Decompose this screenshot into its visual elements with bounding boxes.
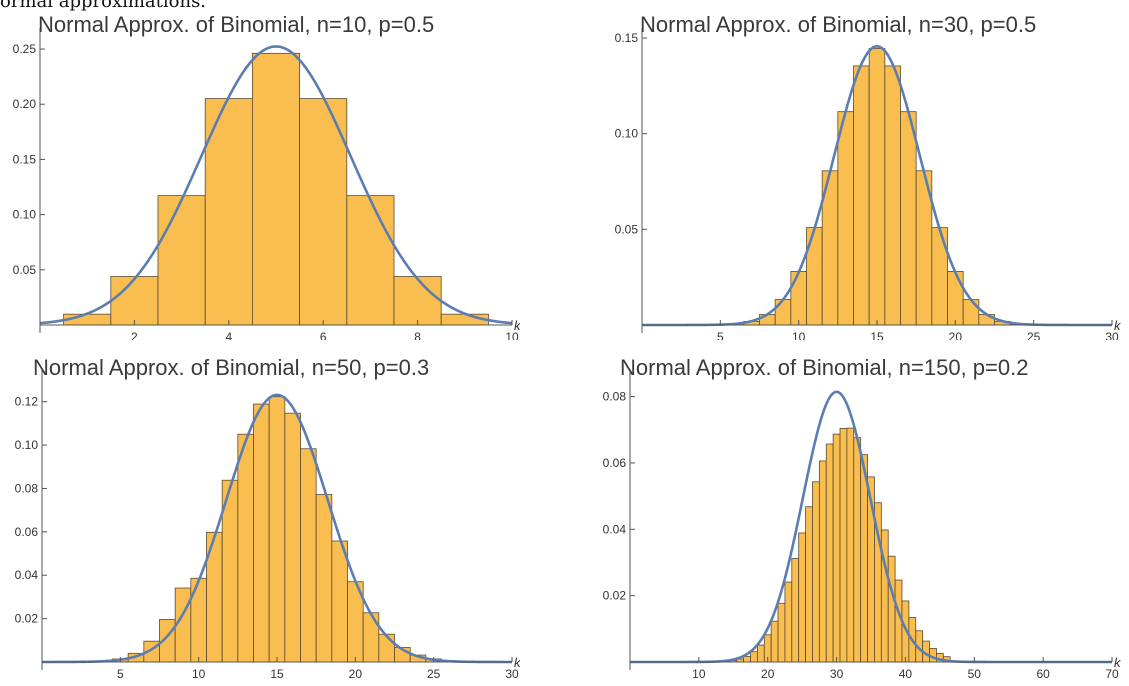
bar	[269, 397, 285, 662]
chart-title: Normal Approx. of Binomial, n=30, p=0.5	[640, 12, 1036, 38]
y-tick-label: 0.06	[603, 456, 627, 470]
y-tick-label: 0.15	[13, 152, 37, 166]
y-tick-label: 0.02	[603, 589, 627, 603]
chart-panel-2: Normal Approx. of Binomial, n=30, p=0.5 …	[600, 0, 1129, 340]
y-tick-label: 0.10	[15, 438, 39, 452]
x-tick-label: 6	[320, 330, 327, 340]
bar	[785, 582, 792, 662]
bar	[792, 558, 799, 662]
y-tick-label: 0.12	[15, 395, 39, 409]
x-tick-label: 25	[1027, 330, 1041, 340]
chart-title: Normal Approx. of Binomial, n=10, p=0.5	[38, 12, 434, 38]
bar	[854, 66, 870, 325]
x-tick-label: 4	[225, 330, 232, 340]
x-axis-label: k	[1114, 655, 1122, 670]
x-tick-label: 5	[717, 330, 724, 340]
x-tick-label: 20	[349, 667, 363, 681]
x-tick-label: 10	[792, 330, 806, 340]
bar	[854, 438, 861, 662]
bar	[806, 507, 813, 662]
chart-title: Normal Approx. of Binomial, n=150, p=0.2	[620, 355, 1028, 381]
chart-panel-1: Normal Approx. of Binomial, n=10, p=0.5 …	[0, 0, 520, 340]
x-tick-label: 8	[414, 330, 421, 340]
x-tick-label: 5	[117, 667, 124, 681]
bar	[379, 634, 395, 662]
x-tick-label: 40	[899, 667, 913, 681]
bar	[963, 300, 979, 325]
bar	[791, 271, 807, 325]
chart-panel-3: Normal Approx. of Binomial, n=50, p=0.3 …	[0, 340, 520, 681]
bar	[751, 652, 758, 662]
bar	[332, 541, 348, 662]
x-tick-label: 50	[968, 667, 982, 681]
bar	[778, 603, 785, 662]
x-axis-label: k	[514, 655, 520, 670]
bar	[316, 495, 332, 662]
y-tick-label: 0.08	[15, 481, 39, 495]
chart-title: Normal Approx. of Binomial, n=50, p=0.3	[33, 355, 429, 381]
x-tick-label: 20	[761, 667, 775, 681]
y-tick-label: 0.04	[603, 522, 627, 536]
x-tick-label: 15	[870, 330, 884, 340]
bar	[301, 449, 317, 662]
y-tick-label: 0.06	[15, 525, 39, 539]
x-tick-label: 60	[1036, 667, 1050, 681]
x-tick-label: 25	[427, 667, 441, 681]
y-tick-label: 0.15	[615, 31, 639, 45]
y-tick-label: 0.10	[615, 127, 639, 141]
bar	[744, 656, 751, 662]
bar	[238, 434, 254, 662]
bar	[847, 428, 854, 662]
bar	[252, 53, 299, 325]
x-tick-label: 10	[692, 667, 706, 681]
bar	[771, 621, 778, 662]
bar	[757, 645, 764, 662]
bar	[394, 277, 441, 325]
x-tick-label: 2	[131, 330, 138, 340]
bar	[111, 277, 158, 325]
y-tick-label: 0.25	[13, 42, 37, 56]
bar	[775, 300, 791, 325]
bar	[363, 613, 379, 662]
bar	[833, 434, 840, 662]
y-tick-label: 0.02	[15, 612, 39, 626]
y-tick-label: 0.05	[615, 222, 639, 236]
bar	[869, 49, 885, 325]
bar	[158, 196, 205, 325]
y-tick-label: 0.08	[603, 390, 627, 404]
bar	[347, 196, 394, 325]
bar	[838, 112, 854, 325]
x-axis-label: k	[1114, 318, 1122, 333]
bar	[885, 66, 901, 325]
y-tick-label: 0.10	[13, 208, 37, 222]
bar	[812, 482, 819, 662]
bar	[901, 112, 917, 325]
y-tick-label: 0.20	[13, 97, 37, 111]
bar	[819, 461, 826, 662]
bar	[948, 271, 964, 325]
bar	[888, 556, 895, 662]
bar	[254, 404, 270, 662]
y-tick-label: 0.04	[15, 568, 39, 582]
y-tick-label: 0.05	[13, 263, 37, 277]
bar	[285, 413, 301, 662]
x-tick-label: 15	[270, 667, 284, 681]
x-tick-label: 10	[192, 667, 206, 681]
x-axis-label: k	[514, 318, 520, 333]
bar	[840, 428, 847, 662]
bar	[826, 444, 833, 662]
chart-panel-4: Normal Approx. of Binomial, n=150, p=0.2…	[600, 340, 1129, 681]
x-tick-label: 20	[949, 330, 963, 340]
bar	[799, 533, 806, 662]
x-tick-label: 30	[830, 667, 844, 681]
